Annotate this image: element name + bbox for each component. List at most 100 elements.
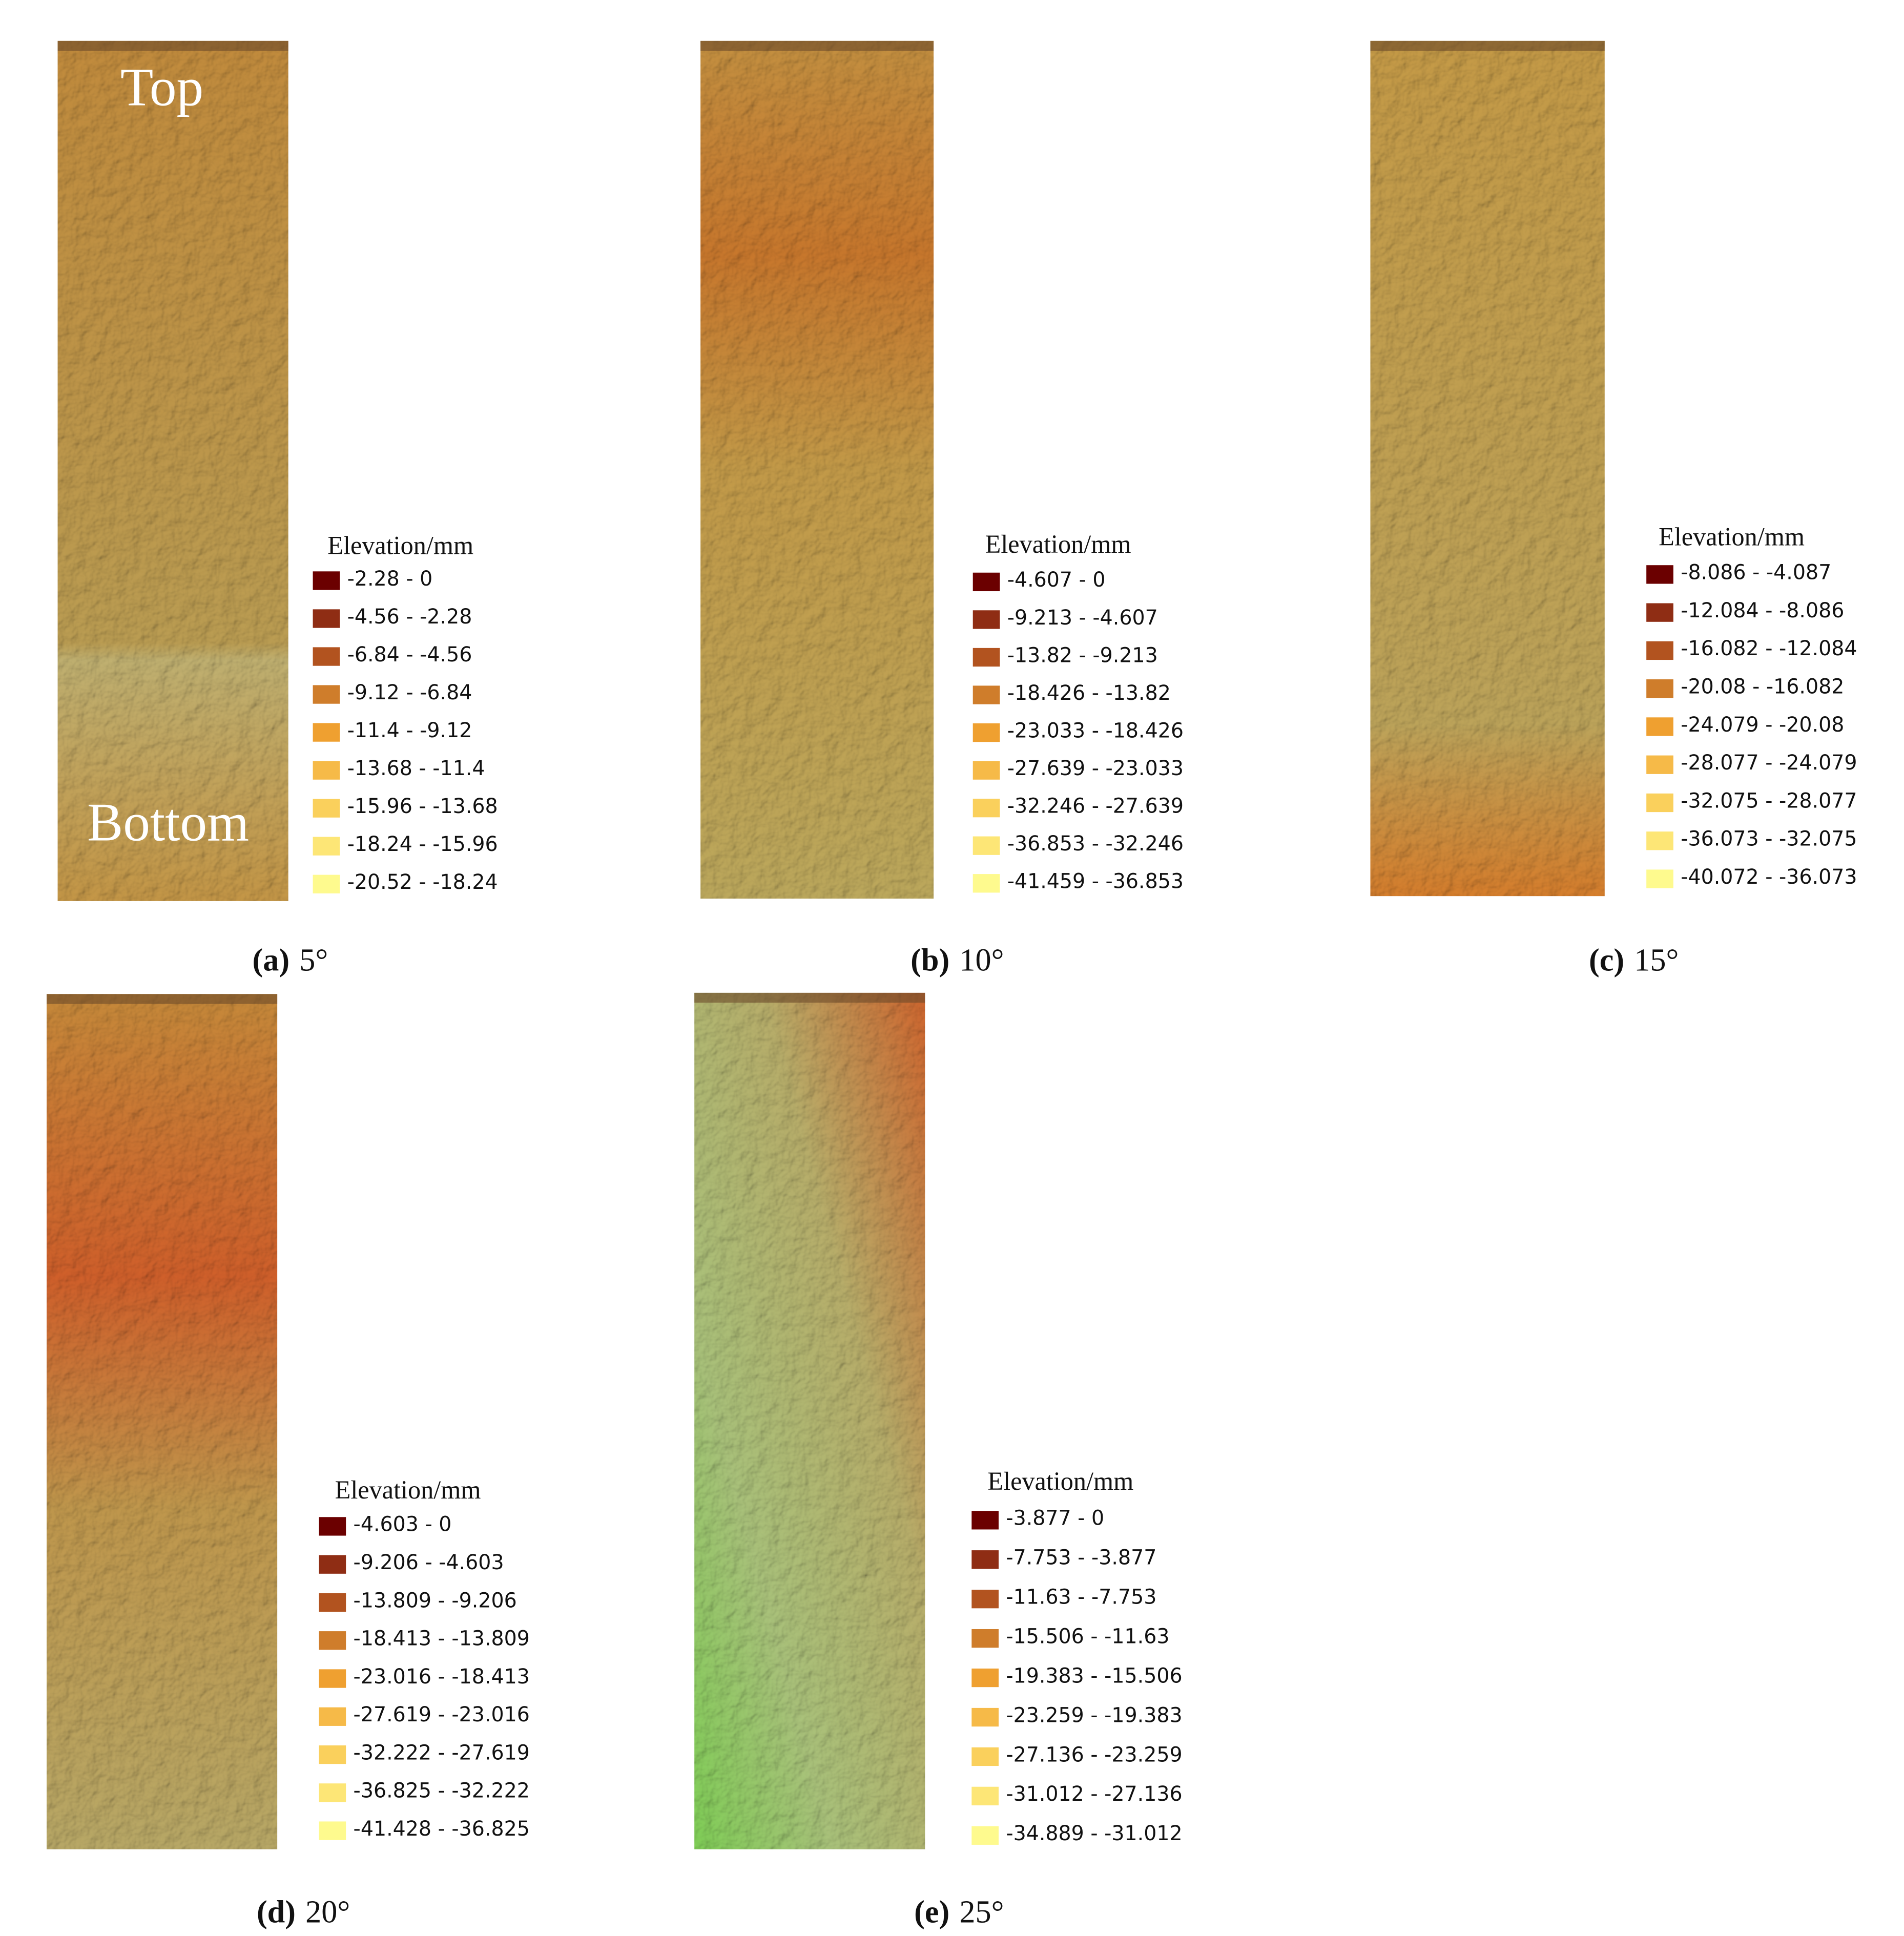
legend-item: -34.889 - -31.012 — [1006, 1822, 1182, 1845]
map-top-edge — [46, 994, 278, 1004]
caption-angle: 20° — [305, 1893, 350, 1929]
caption-label: (c) — [1589, 942, 1624, 977]
map-texture — [46, 994, 278, 1849]
legend-item: -32.222 - -27.619 — [354, 1741, 530, 1764]
legend-swatch — [1646, 641, 1673, 660]
caption-angle: 10° — [959, 942, 1004, 977]
legend-swatch — [319, 1707, 346, 1726]
legend-item: -32.246 - -27.639 — [1007, 794, 1184, 818]
legend-item: -27.619 - -23.016 — [354, 1703, 530, 1726]
legend-item: -18.426 - -13.82 — [1007, 681, 1171, 705]
legend-swatch — [1646, 793, 1673, 813]
panel: Elevation/mm -4.603 - 0 -9.206 - -4.603 -13… — [46, 994, 530, 1929]
legend-swatch — [319, 1783, 346, 1802]
legend-swatch — [319, 1669, 346, 1688]
legend-item: -31.012 - -27.136 — [1006, 1782, 1182, 1806]
legend-item: -40.072 - -36.073 — [1681, 865, 1857, 889]
legend-item: -41.459 - -36.853 — [1007, 869, 1184, 893]
legend-item: -15.96 - -13.68 — [347, 795, 498, 818]
legend-item: -6.84 - -4.56 — [347, 643, 472, 667]
map-texture — [694, 992, 925, 1849]
legend-swatch — [972, 799, 1000, 818]
map-top-edge — [700, 40, 934, 51]
legend-swatch — [319, 1745, 346, 1764]
legend-item: -28.077 - -24.079 — [1681, 751, 1857, 775]
legend-swatch — [971, 1747, 999, 1766]
legend-title: Elevation/mm — [987, 1467, 1133, 1495]
legend-item: -18.413 - -13.809 — [354, 1627, 530, 1650]
legend-swatch — [313, 647, 340, 666]
map-label: Top — [120, 57, 203, 117]
legend-item: -11.4 - -9.12 — [347, 719, 472, 742]
legend-item: -2.28 - 0 — [347, 567, 433, 591]
legend-swatch — [972, 761, 1000, 780]
legend-item: -8.086 - -4.087 — [1681, 561, 1831, 585]
legend-swatch — [319, 1593, 346, 1612]
legend-item: -36.853 - -32.246 — [1007, 832, 1184, 856]
legend-item: -27.136 - -23.259 — [1006, 1743, 1182, 1766]
legend-item: -11.63 - -7.753 — [1006, 1585, 1156, 1609]
caption-label: (a) — [252, 942, 289, 977]
legend-swatch — [313, 723, 340, 742]
legend-item: -4.56 - -2.28 — [347, 605, 472, 629]
map-top-edge — [57, 40, 288, 51]
legend-swatch — [313, 799, 340, 818]
legend-swatch — [972, 610, 1000, 629]
legend-title: Elevation/mm — [335, 1475, 481, 1504]
legend-item: -23.033 - -18.426 — [1007, 719, 1184, 742]
legend-swatch — [972, 723, 1000, 742]
legend-title: Elevation/mm — [327, 531, 473, 559]
legend-swatch — [971, 1629, 999, 1648]
legend-swatch — [972, 572, 1000, 592]
legend-swatch — [972, 836, 1000, 855]
panel: Top Bottom Elevation/mm -2.28 - 0 -4.56 - -2… — [57, 40, 498, 977]
legend-swatch — [972, 874, 1000, 893]
panels: Top Bottom Elevation/mm -2.28 - 0 -4.56 - -2… — [46, 40, 1857, 1929]
legend-item: -36.073 - -32.075 — [1681, 827, 1857, 850]
caption-label: (d) — [257, 1893, 296, 1929]
legend-swatch — [971, 1511, 999, 1530]
legend-item: -9.213 - -4.607 — [1007, 606, 1158, 630]
legend-item: -9.12 - -6.84 — [347, 681, 472, 704]
legend-swatch — [313, 609, 340, 628]
legend-swatch — [319, 1555, 346, 1574]
map-label: Bottom — [87, 792, 249, 852]
legend-item: -7.753 - -3.877 — [1006, 1546, 1156, 1569]
caption-label: (b) — [910, 942, 949, 977]
legend-swatch — [971, 1668, 999, 1688]
legend-swatch — [971, 1590, 999, 1609]
caption-angle: 5° — [299, 942, 328, 977]
map-texture — [57, 40, 288, 901]
legend-swatch — [313, 761, 340, 780]
legend-swatch — [319, 1517, 346, 1536]
legend-item: -13.82 - -9.213 — [1007, 643, 1158, 667]
legend-swatch — [313, 875, 340, 893]
legend-item: -20.08 - -16.082 — [1681, 675, 1844, 698]
legend-item: -24.079 - -20.08 — [1681, 713, 1844, 737]
legend-item: -4.603 - 0 — [354, 1513, 452, 1536]
legend-title: Elevation/mm — [985, 530, 1131, 558]
legend-item: -36.825 - -32.222 — [354, 1779, 530, 1802]
legend-swatch — [972, 648, 1000, 667]
legend-item: -27.639 - -23.033 — [1007, 757, 1184, 780]
legend-title: Elevation/mm — [1659, 522, 1805, 551]
legend-item: -13.68 - -11.4 — [347, 757, 485, 780]
legend-item: -20.52 - -18.24 — [347, 870, 498, 894]
legend-swatch — [971, 1786, 999, 1806]
legend-item: -23.259 - -19.383 — [1006, 1703, 1182, 1727]
legend-swatch — [313, 837, 340, 856]
legend-item: -18.24 - -15.96 — [347, 832, 498, 856]
panel: Elevation/mm -4.607 - 0 -9.213 - -4.607 -13… — [700, 40, 1184, 977]
legend-swatch — [1646, 603, 1673, 622]
legend-item: -23.016 - -18.413 — [354, 1665, 530, 1689]
caption-angle: 15° — [1634, 942, 1679, 977]
legend-swatch — [971, 1708, 999, 1727]
legend-item: -12.084 - -8.086 — [1681, 599, 1844, 622]
legend-swatch — [1646, 565, 1673, 584]
map-texture — [1370, 40, 1605, 897]
legend-swatch — [1646, 717, 1673, 736]
legend-item: -9.206 - -4.603 — [354, 1551, 504, 1574]
map-texture — [700, 40, 934, 899]
caption-label: (e) — [914, 1893, 949, 1929]
